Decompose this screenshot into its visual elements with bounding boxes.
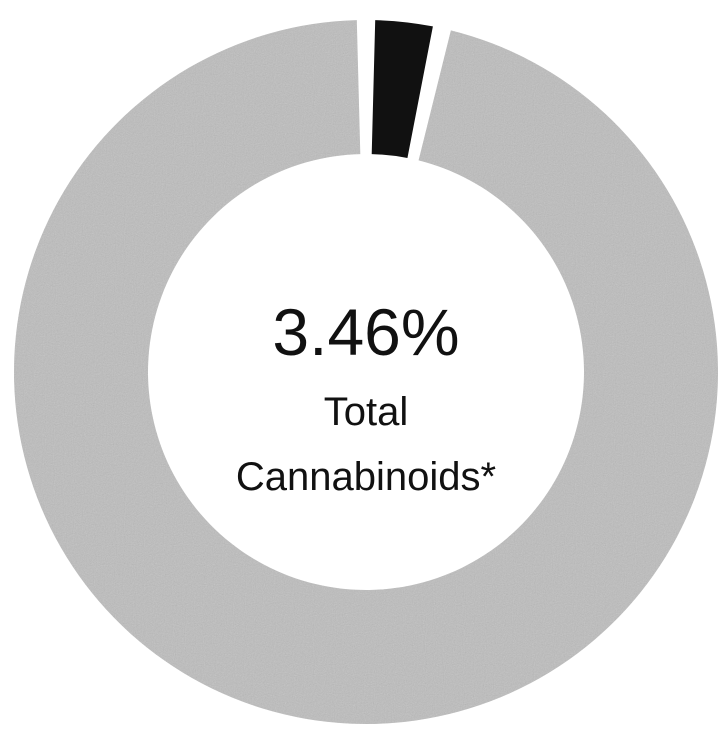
slice-total-cannabinoids xyxy=(371,20,433,158)
center-label-line-2: Cannabinoids* xyxy=(236,455,496,499)
donut-slices xyxy=(14,20,719,725)
center-label-line-1: Total xyxy=(324,390,409,434)
center-value-label: 3.46% xyxy=(272,295,459,369)
slice-remainder xyxy=(14,20,719,725)
